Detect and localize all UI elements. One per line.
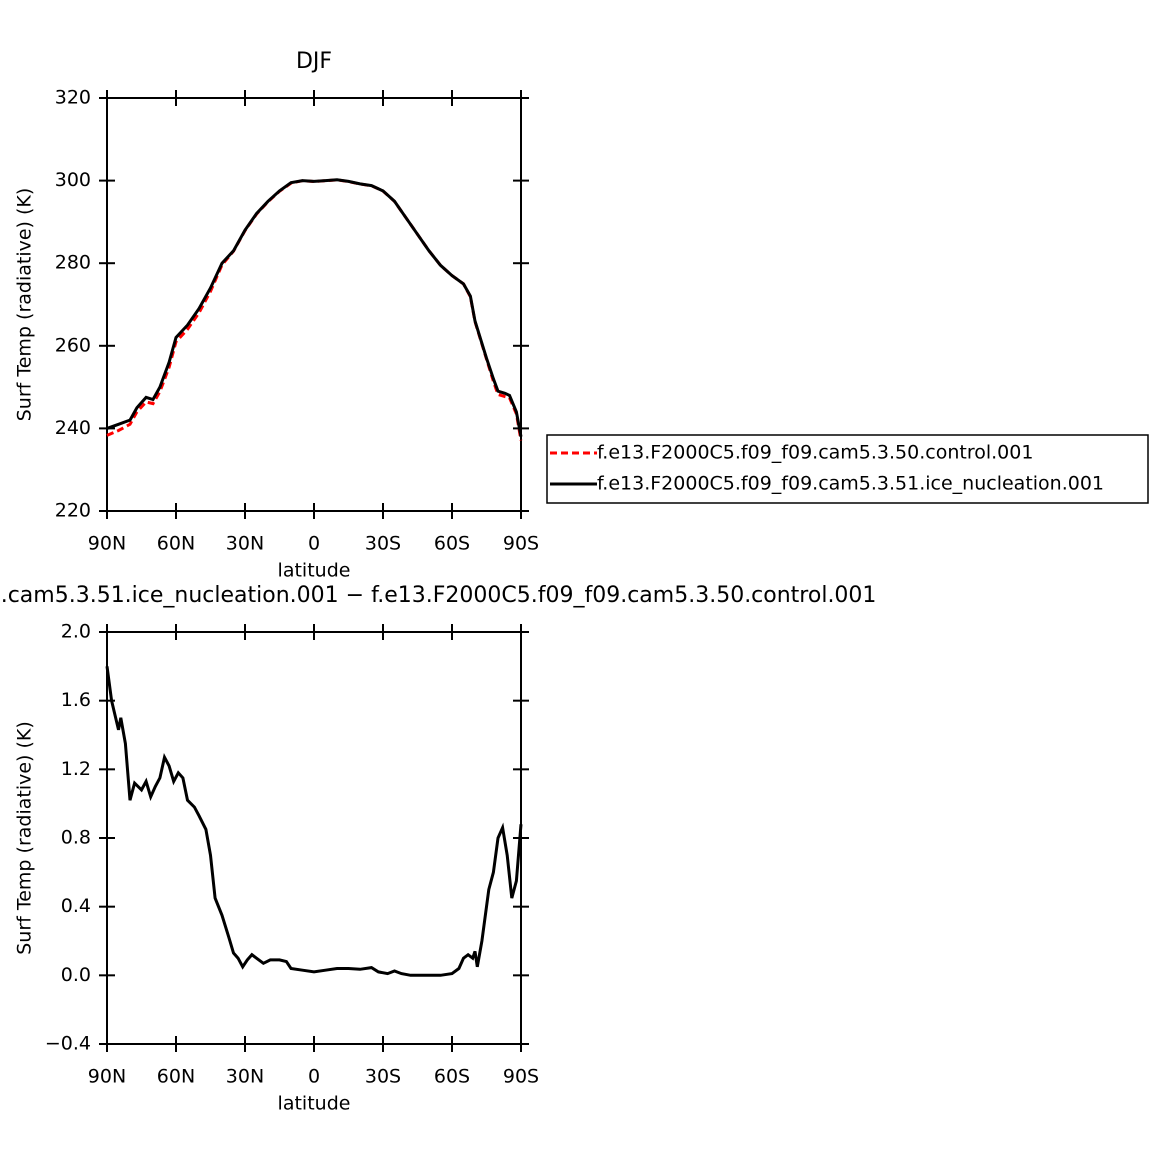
x-axis-label: latitude [278,1093,351,1115]
legend-label: f.e13.F2000C5.f09_f09.cam5.3.50.control.… [597,442,1033,464]
y-tick-label: 320 [55,87,91,109]
legend-label: f.e13.F2000C5.f09_f09.cam5.3.51.ice_nucl… [597,473,1104,495]
y-tick-label: 220 [55,500,91,522]
x-tick-label: 60N [157,533,195,555]
x-tick-label: 30S [365,1066,401,1088]
y-tick-label: 280 [55,252,91,274]
y-tick-label: −0.4 [45,1033,91,1055]
x-tick-label: 0 [308,533,320,555]
x-tick-label: 90S [503,1066,539,1088]
x-tick-label: 90S [503,533,539,555]
y-tick-label: 2.0 [61,621,91,643]
x-tick-label: 90N [88,1066,126,1088]
x-tick-label: 30N [226,533,264,555]
data-line [106,178,523,441]
y-tick-label: 1.6 [61,689,91,711]
x-tick-label: 90N [88,533,126,555]
y-axis-label: Surf Temp (radiative) (K) [14,188,36,422]
plot-frame [106,97,522,512]
y-tick-label: 0.4 [61,895,91,917]
x-tick-label: 0 [308,1066,320,1088]
y-tick-label: 0.8 [61,827,91,849]
plot-frame [106,631,522,1045]
y-tick-label: 260 [55,334,91,356]
y-tick-label: 1.2 [61,758,91,780]
data-line [105,666,523,977]
y-tick-label: 0.0 [61,964,91,986]
y-tick-label: 300 [55,169,91,191]
x-tick-label: 30N [226,1066,264,1088]
y-tick-label: 240 [55,417,91,439]
y-axis-label: Surf Temp (radiative) (K) [14,721,36,955]
x-tick-label: 60N [157,1066,195,1088]
x-axis-label: latitude [278,560,351,582]
x-tick-label: 60S [434,533,470,555]
x-tick-label: 60S [434,1066,470,1088]
x-tick-label: 30S [365,533,401,555]
chart-title: DJF [296,49,332,74]
legend-box [546,434,1149,504]
chart-title: f.e13.F2000C5.f09_f09.cam5.3.51.ice_nucl… [0,583,876,608]
data-line [106,178,523,437]
